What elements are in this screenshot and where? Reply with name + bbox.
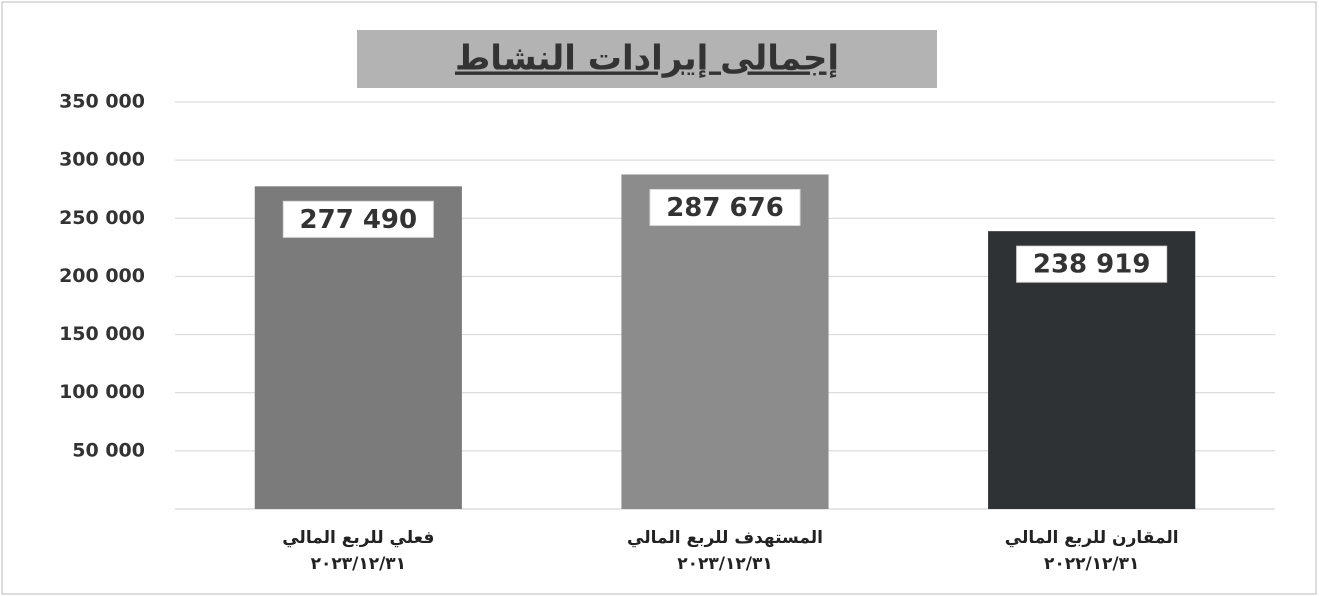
y-tick-label: 200 000 [59, 265, 145, 287]
bar [254, 186, 462, 509]
y-tick-label: 150 000 [59, 323, 145, 345]
x-tick-label: ٢٠٢٢/١٢/٣١ [1044, 554, 1139, 574]
y-tick-label: 50 000 [72, 439, 145, 461]
x-tick-label: ٢٠٢٣/١٢/٣١ [311, 554, 406, 574]
value-label-box [649, 188, 801, 226]
x-tick-label: المستهدف للربع المالي [627, 528, 823, 548]
x-tick-label: المقارن للربع المالي [1005, 528, 1179, 548]
value-label-box [282, 200, 434, 238]
value-label: 238 919 [1033, 250, 1151, 280]
y-tick-label: 250 000 [59, 207, 145, 229]
x-tick-label: ٢٠٢٣/١٢/٣١ [677, 554, 772, 574]
y-tick-label: 300 000 [59, 149, 145, 171]
bar [621, 174, 829, 509]
value-label: 287 676 [666, 193, 784, 223]
y-tick-label: 350 000 [59, 91, 145, 113]
chart-title: إجمالى إيرادات النشاط [455, 39, 839, 79]
y-tick-label: 100 000 [59, 381, 145, 403]
x-tick-label: فعلي للربع المالي [282, 528, 434, 548]
value-label-box [1016, 245, 1168, 283]
value-label: 277 490 [300, 205, 418, 235]
title-box [357, 30, 937, 88]
